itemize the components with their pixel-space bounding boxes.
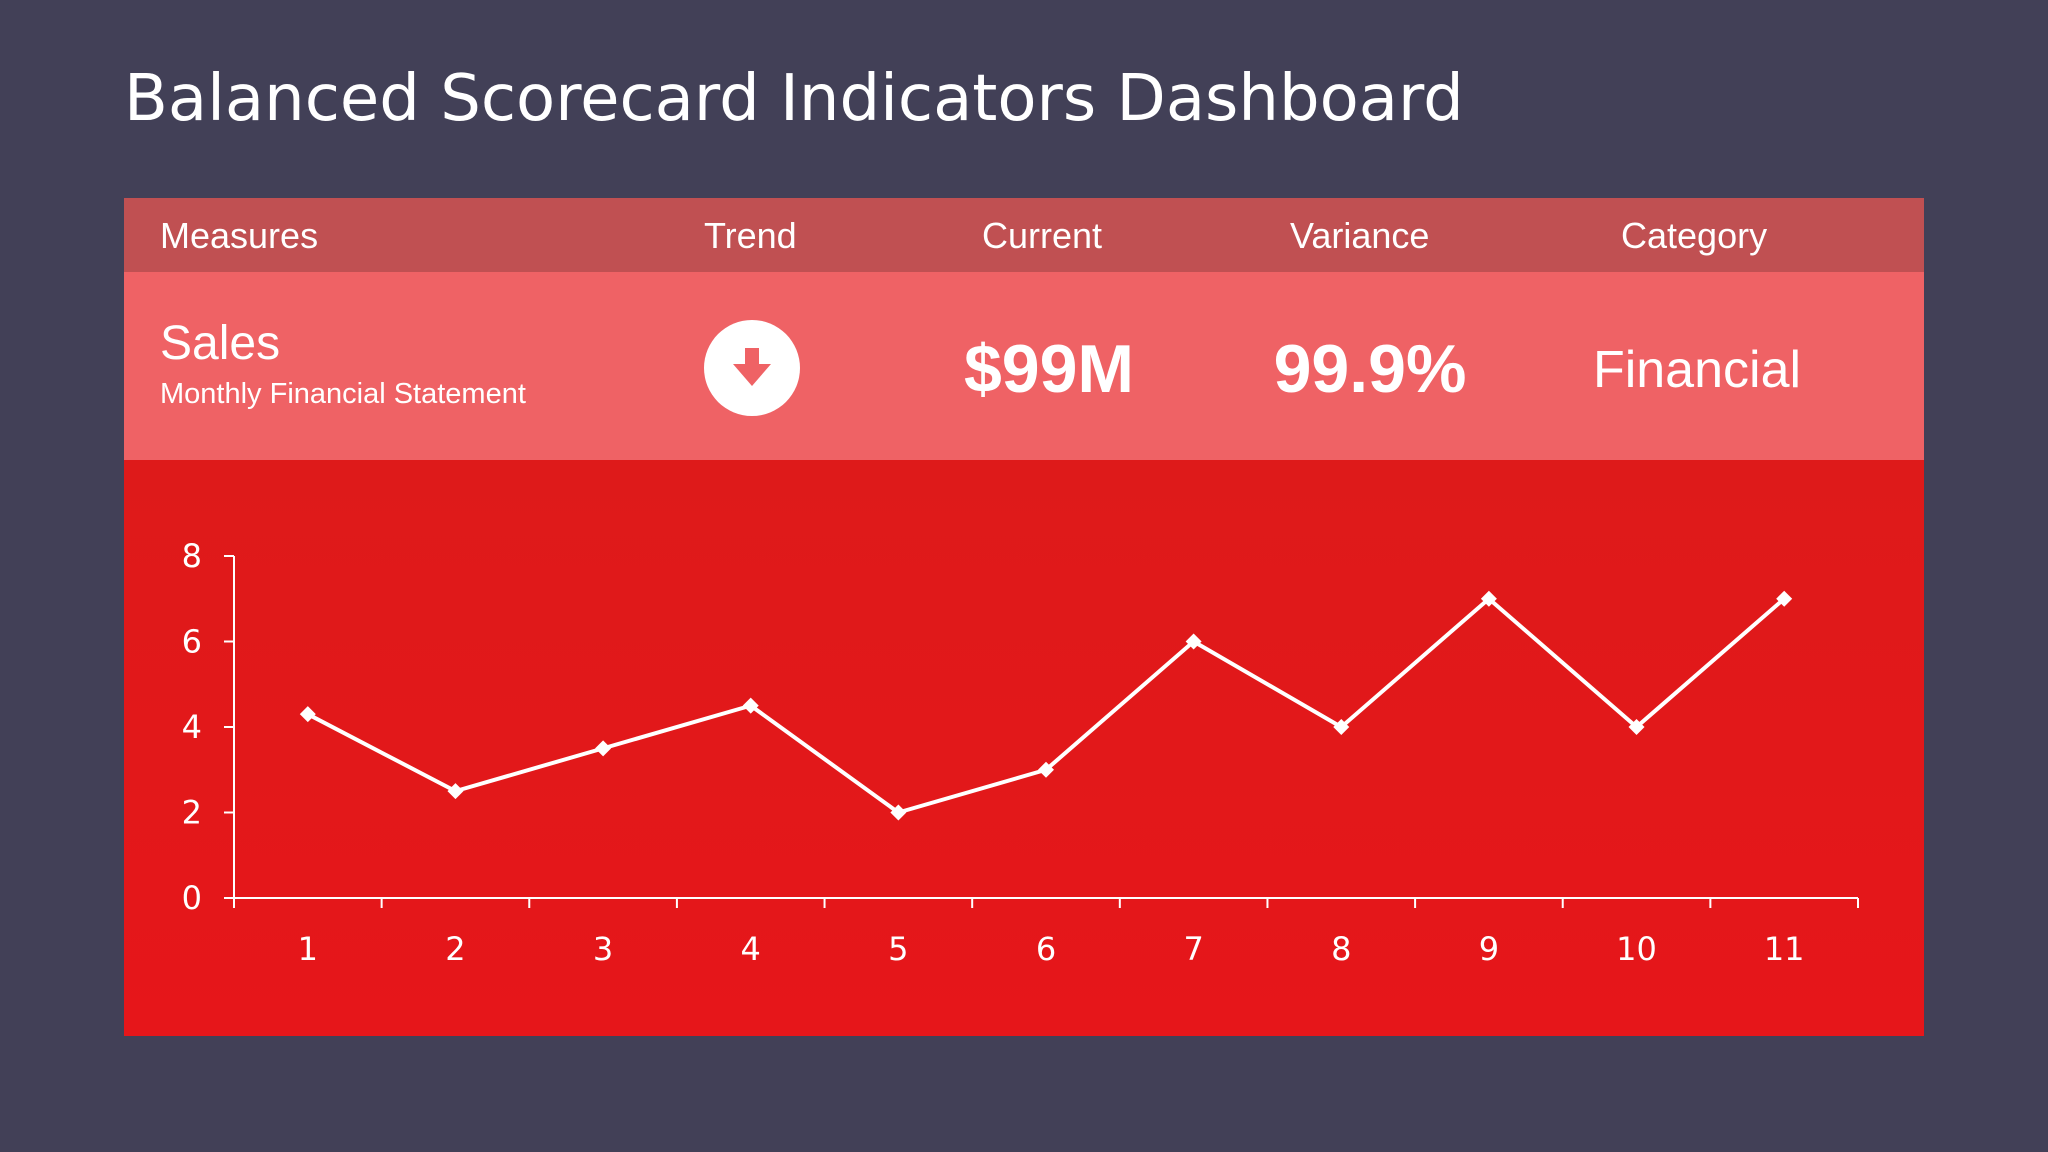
header-category: Category: [1621, 215, 1768, 256]
data-point: [1185, 633, 1202, 650]
line-chart-svg: 0 2 4 6 8 1 2 3 4 5 6 7 8 9 10 11: [182, 537, 1859, 968]
data-point: [1480, 590, 1497, 607]
x-tick-label: 10: [1616, 930, 1657, 968]
current-value: $99M: [963, 331, 1135, 407]
data-point: [1776, 590, 1793, 607]
table-row: Sales Monthly Financial Statement $99M 9…: [124, 272, 1924, 460]
x-tick-label: 6: [1036, 930, 1056, 968]
data-point: [742, 697, 759, 714]
arrow-down-circle-icon: [704, 320, 800, 416]
y-tick-label: 2: [182, 794, 202, 832]
data-point: [1628, 719, 1645, 735]
header-measures: Measures: [160, 215, 319, 256]
x-tick-label: 11: [1764, 930, 1805, 968]
x-tick-label: 9: [1479, 930, 1499, 968]
header-trend: Trend: [704, 215, 797, 256]
x-tick-label: 2: [445, 930, 465, 968]
header-variance: Variance: [1290, 215, 1430, 256]
x-tick-label: 1: [298, 930, 318, 968]
header-current: Current: [982, 215, 1103, 256]
x-tick-label: 3: [593, 930, 613, 968]
data-point: [595, 740, 612, 757]
data-point: [1333, 719, 1350, 735]
y-tick-label: 4: [182, 708, 202, 746]
category-value: Financial: [1592, 341, 1802, 399]
variance-value: 99.9%: [1273, 331, 1467, 407]
scorecard-panel: Measures Trend Current Variance Category…: [124, 198, 1924, 1036]
x-tick-label: 4: [741, 930, 761, 968]
data-point: [1038, 761, 1054, 778]
series-line: [306, 596, 1786, 815]
y-tick-label: 8: [182, 537, 202, 575]
x-tick-label: 8: [1331, 930, 1351, 968]
measure-name: Sales: [160, 317, 281, 370]
y-tick-label: 6: [182, 623, 202, 661]
y-tick-label: 0: [182, 879, 202, 917]
line-chart: 0 2 4 6 8 1 2 3 4 5 6 7 8 9 10 11: [124, 460, 1924, 1036]
page-title: Balanced Scorecard Indicators Dashboard: [124, 62, 1464, 136]
table-header-row: Measures Trend Current Variance Category: [124, 198, 1924, 272]
data-point: [890, 804, 907, 821]
x-tick-label: 5: [888, 930, 908, 968]
data-point: [447, 783, 464, 800]
x-tick-label: 7: [1183, 930, 1203, 968]
measure-subtitle: Monthly Financial Statement: [160, 378, 526, 410]
data-point: [299, 706, 316, 723]
